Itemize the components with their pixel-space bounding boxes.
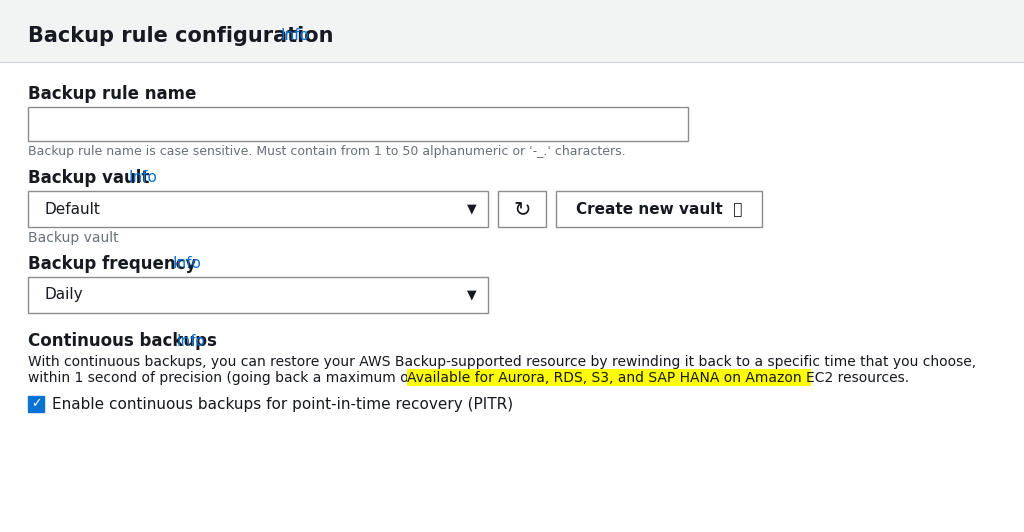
FancyBboxPatch shape bbox=[407, 369, 811, 386]
FancyBboxPatch shape bbox=[556, 191, 762, 227]
Text: Available for Aurora, RDS, S3, and SAP HANA on Amazon EC2 resources.: Available for Aurora, RDS, S3, and SAP H… bbox=[407, 371, 909, 385]
Text: Backup rule name is case sensitive. Must contain from 1 to 50 alphanumeric or '-: Backup rule name is case sensitive. Must… bbox=[28, 145, 626, 159]
Text: ▼: ▼ bbox=[467, 288, 477, 302]
FancyBboxPatch shape bbox=[28, 191, 488, 227]
Text: Enable continuous backups for point-in-time recovery (PITR): Enable continuous backups for point-in-t… bbox=[52, 396, 513, 411]
Text: ↻: ↻ bbox=[513, 199, 530, 219]
Text: Default: Default bbox=[44, 202, 100, 217]
Text: Info: Info bbox=[280, 29, 309, 44]
FancyBboxPatch shape bbox=[28, 277, 488, 313]
Text: Backup vault: Backup vault bbox=[28, 169, 150, 187]
Text: Continuous backups: Continuous backups bbox=[28, 332, 217, 350]
Text: With continuous backups, you can restore your AWS Backup-supported resource by r: With continuous backups, you can restore… bbox=[28, 355, 976, 369]
FancyBboxPatch shape bbox=[28, 107, 688, 141]
FancyBboxPatch shape bbox=[498, 191, 546, 227]
Text: Info: Info bbox=[173, 256, 202, 271]
FancyBboxPatch shape bbox=[0, 62, 1024, 532]
Text: Backup frequency: Backup frequency bbox=[28, 255, 197, 273]
Text: Daily: Daily bbox=[44, 287, 83, 303]
Text: Info: Info bbox=[176, 334, 205, 348]
Text: Create new vault  ⧉: Create new vault ⧉ bbox=[575, 202, 742, 217]
Text: Backup rule name: Backup rule name bbox=[28, 85, 197, 103]
Text: Backup vault: Backup vault bbox=[28, 231, 119, 245]
Text: ▼: ▼ bbox=[467, 203, 477, 215]
Text: ✓: ✓ bbox=[31, 397, 41, 411]
FancyBboxPatch shape bbox=[0, 0, 1024, 62]
Text: Info: Info bbox=[128, 170, 157, 186]
FancyBboxPatch shape bbox=[28, 396, 44, 412]
Text: within 1 second of precision (going back a maximum of 35 days).: within 1 second of precision (going back… bbox=[28, 371, 486, 385]
Text: Backup rule configuration: Backup rule configuration bbox=[28, 26, 334, 46]
